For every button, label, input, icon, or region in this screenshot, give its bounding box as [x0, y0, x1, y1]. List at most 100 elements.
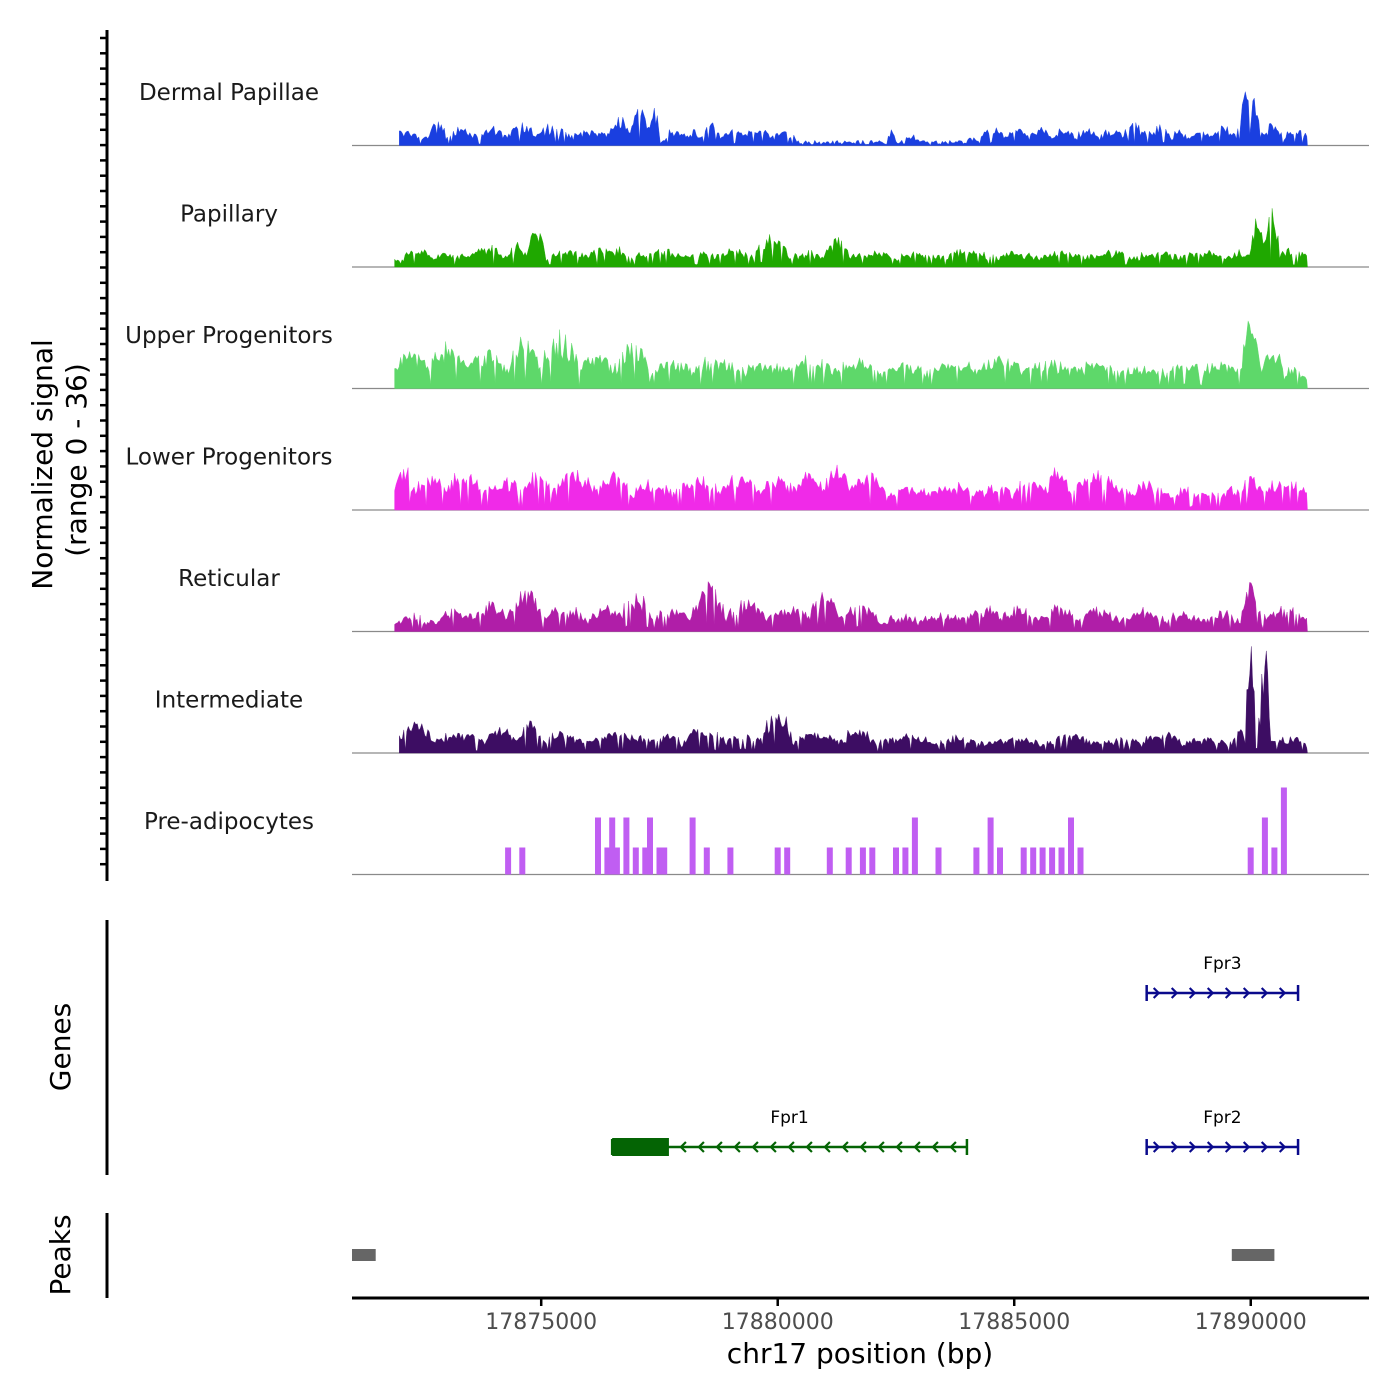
signal-tracks: Dermal Papillae Papillary Upper Progenitor…: [125, 80, 1369, 876]
signal-bar: [1049, 847, 1056, 875]
strand-arrow: [1224, 1141, 1233, 1153]
strand-arrow: [769, 1141, 777, 1153]
x-tick-label: 17880000: [722, 1310, 834, 1335]
coverage-area: [394, 464, 1308, 511]
x-tick-label: 17875000: [485, 1310, 597, 1335]
strand-arrow: [823, 1141, 831, 1153]
strand-arrow: [1260, 987, 1269, 999]
gene-fpr1: Fpr1: [610, 1108, 969, 1156]
peak-region: [352, 1249, 376, 1261]
signal-bar: [613, 847, 620, 875]
signal-axis-title-line2: (range 0 - 36): [60, 363, 93, 557]
strand-arrow: [805, 1141, 813, 1153]
strand-arrow: [1152, 987, 1161, 999]
strand-arrow: [1278, 1141, 1287, 1153]
strand-arrow: [697, 1141, 705, 1153]
strand-arrow: [1152, 1141, 1161, 1153]
signal-bar: [893, 847, 899, 875]
signal-bar: [1058, 847, 1065, 875]
peaks-axis-title: Peaks: [44, 1214, 77, 1295]
gene-exon: [612, 1138, 669, 1156]
signal-bar: [642, 847, 649, 875]
coverage-area: [399, 646, 1308, 754]
track-label: Reticular: [178, 566, 280, 592]
track-pre-adipocytes: Pre-adipocytes: [144, 787, 1369, 876]
signal-bar: [595, 817, 601, 875]
genes-axis-title: Genes: [44, 1003, 77, 1091]
signal-bar: [997, 847, 1003, 875]
strand-arrow: [751, 1141, 759, 1153]
track-label: Intermediate: [155, 688, 303, 714]
signal-bar: [656, 847, 663, 875]
signal-bar: [902, 847, 909, 875]
strand-arrow: [949, 1141, 957, 1153]
signal-bar: [987, 817, 994, 875]
peak-region-track: [352, 1249, 1275, 1261]
x-tick-label: 17890000: [1195, 1310, 1307, 1335]
gene-label: Fpr1: [770, 1108, 808, 1128]
signal-bar: [647, 817, 653, 875]
strand-arrow: [1188, 987, 1197, 999]
signal-bar: [845, 847, 852, 875]
strand-arrow: [1242, 987, 1251, 999]
x-tick-label: 17885000: [958, 1310, 1070, 1335]
gene-fpr2: Fpr2: [1145, 1108, 1300, 1155]
strand-arrow: [1170, 1141, 1179, 1153]
coverage-area: [394, 208, 1308, 268]
signal-bar: [1077, 847, 1084, 875]
strand-arrow: [1224, 987, 1233, 999]
signal-bar: [1039, 847, 1046, 875]
signal-bar: [1247, 847, 1254, 875]
signal-bar: [973, 847, 980, 875]
strand-arrow: [913, 1141, 921, 1153]
signal-bar: [1030, 847, 1037, 875]
strand-arrow: [1206, 987, 1215, 999]
signal-bar: [1261, 817, 1268, 875]
strand-arrow: [679, 1141, 687, 1153]
track-upper-progenitors: Upper Progenitors: [125, 320, 1369, 390]
strand-arrow: [841, 1141, 849, 1153]
strand-arrow: [877, 1141, 885, 1153]
signal-bar: [604, 847, 611, 875]
strand-arrow: [715, 1141, 723, 1153]
signal-bar: [661, 847, 668, 875]
strand-arrow: [1188, 1141, 1197, 1153]
peak-region: [1231, 1249, 1275, 1261]
signal-bar: [1271, 847, 1278, 875]
signal-axis-ticks: [100, 36, 107, 866]
track-lower-progenitors: Lower Progenitors: [126, 445, 1369, 511]
track-dermal-papillae: Dermal Papillae: [139, 80, 1369, 147]
strand-arrow: [1242, 1141, 1251, 1153]
signal-bar: [703, 847, 710, 875]
signal-bar: [1280, 787, 1287, 875]
track-label: Lower Progenitors: [126, 445, 333, 471]
gene-annotation-track: Fpr3 Fpr1 Fpr2: [610, 954, 1300, 1156]
signal-bar: [623, 817, 630, 875]
signal-bar: [505, 847, 512, 875]
track-label: Upper Progenitors: [125, 323, 333, 349]
x-axis: 17875000 17880000 17885000 17890000: [352, 1296, 1369, 1335]
strand-arrow: [787, 1141, 795, 1153]
signal-y-axis: [100, 30, 109, 881]
signal-bar: [911, 817, 918, 875]
signal-axis-title: Normalized signal (range 0 - 36): [26, 330, 93, 589]
track-intermediate: Intermediate: [155, 646, 1369, 754]
strand-arrow: [895, 1141, 903, 1153]
gene-label: Fpr3: [1203, 954, 1241, 974]
track-label: Dermal Papillae: [139, 80, 319, 106]
signal-bar: [519, 847, 526, 875]
track-label: Papillary: [180, 202, 278, 228]
strand-arrow: [1206, 1141, 1215, 1153]
strand-arrow: [1170, 987, 1179, 999]
track-reticular: Reticular: [178, 566, 1369, 633]
coverage-area: [399, 91, 1308, 146]
coverage-area: [394, 581, 1308, 632]
signal-bar: [632, 847, 639, 875]
gene-label: Fpr2: [1203, 1108, 1241, 1128]
strand-arrow: [1260, 1141, 1269, 1153]
signal-axis-title-line1: Normalized signal: [26, 339, 59, 590]
strand-arrow: [733, 1141, 741, 1153]
signal-bar: [869, 847, 876, 875]
signal-bar: [1068, 817, 1074, 875]
